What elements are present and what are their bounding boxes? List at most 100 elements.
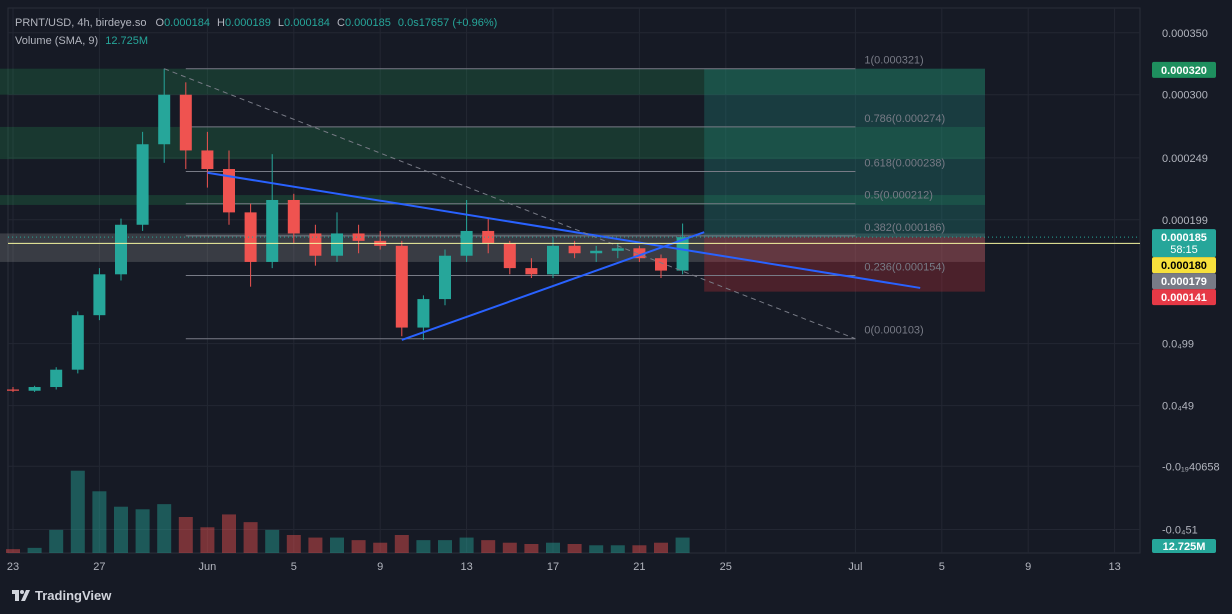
x-tick-label: 13 [1108,561,1120,573]
volume-bar [632,545,647,553]
x-tick-label: 13 [460,561,472,573]
y-tick-label: 0.000300 [1162,90,1208,102]
y-tick-label: 0.0₄49 [1162,401,1194,413]
fib-level-label: 0.382(0.000186) [864,222,945,234]
candle-body [71,315,84,370]
trendlines[interactable] [8,68,1140,341]
volume-bar [589,545,604,553]
candle-body [136,144,149,225]
open-label: O [155,17,165,29]
price-badge [1152,229,1216,258]
price-badge [1152,273,1216,290]
x-tick-label: Jul [848,561,862,573]
grid [7,7,1141,554]
candle-body [223,169,235,213]
trendline-ascending-support [401,231,705,341]
candle-body [28,387,41,391]
volume-bar [6,549,20,553]
price-badge [1152,61,1216,78]
price-badge-label: 0.000185 [1161,232,1207,244]
candle-body [525,268,538,275]
high-label: H [217,17,225,29]
volume-bar [243,522,258,553]
brand-name: TradingView [35,588,112,603]
volume-bar [438,540,452,553]
volume-value: 12.725M [105,35,149,47]
x-tick-label: 9 [1025,561,1031,573]
volume-label: Volume (SMA, 9) [15,35,99,47]
fib-level-label: 0(0.000103) [864,325,923,337]
volume-bar [200,527,215,553]
x-tick-label: Jun [199,561,217,573]
candle-body [503,243,516,269]
y-tick-label: -0.0₁₉40658 [1162,461,1220,473]
low-label: L [277,17,285,29]
volume-bar [114,506,128,553]
fib-level-label: 0.5(0.000212) [864,190,933,202]
candle-body [633,248,646,259]
symbol-legend[interactable]: PRNT/USD, 4h, birdeye.so O0.000184 H0.00… [15,17,497,29]
price-badge-label: 0.000320 [1161,65,1207,77]
zone-teal [704,68,985,238]
y-tick-label: 0.0₄99 [1162,339,1194,351]
volume-bar [157,504,172,553]
candle-body [115,224,127,275]
candle-body [331,233,343,256]
volume-bar [524,544,539,553]
candle-body [93,274,106,316]
x-tick-label: 17 [547,561,559,573]
candle-body [611,248,624,251]
volume-bar [178,517,193,553]
candle-body [309,233,322,256]
x-tick-label: 5 [939,561,945,573]
volume-bar [481,540,496,553]
candle-body [287,199,300,234]
candle-body [352,233,365,241]
volume-bar [502,542,517,553]
candle-body [244,212,257,262]
x-tick-label: 21 [633,561,645,573]
volume-bar [654,542,668,553]
x-tick-label: 23 [7,561,19,573]
candle-body [439,255,451,300]
volume-bar [308,537,323,553]
tradingview-icon [12,590,30,601]
volume-bar [546,542,560,553]
price-badge [1152,257,1216,274]
volume-bar [416,540,431,553]
candle-body [676,237,689,271]
price-badge-label: 0.000180 [1161,260,1207,272]
candle-body [7,389,19,391]
volume-bar [675,537,690,553]
volume-legend[interactable]: Volume (SMA, 9) 12.725M [15,35,148,47]
volume-bar [135,509,150,553]
candle-body [590,250,603,254]
candle-body [201,150,214,170]
fib-level-label: 0.786(0.000274) [864,113,945,125]
price-badge-label: 0.000141 [1161,292,1207,304]
x-tick-label: 5 [291,561,297,573]
volume-bar [610,545,625,553]
close-label: C [337,17,345,29]
x-tick-label: 9 [377,561,383,573]
volume-badge [1152,539,1216,553]
zone-red [704,237,985,292]
volume-bar [286,535,301,553]
fib-retracement[interactable]: 1(0.000321) 0.786(0.000274) 0.618(0.000238… [185,55,945,340]
high-value: 0.000189 [224,17,271,29]
trendline-fib-base-diagonal [164,68,856,340]
close-value: 0.000185 [344,17,391,29]
axes: 0.0003500.0003000.0002490.0001990.0₄990.… [7,28,1220,573]
tradingview-logo[interactable]: TradingView [12,588,111,603]
volume-bar [373,542,388,553]
candle-body [568,245,581,254]
fib-level-label: 0.618(0.000238) [864,158,945,170]
y-tick-label: 0.000199 [1162,215,1208,227]
candle-body [179,94,192,151]
trendline-descending-resistance [207,171,921,289]
fib-level-label: 0.236(0.000154) [864,262,945,274]
candle-body [547,245,559,275]
